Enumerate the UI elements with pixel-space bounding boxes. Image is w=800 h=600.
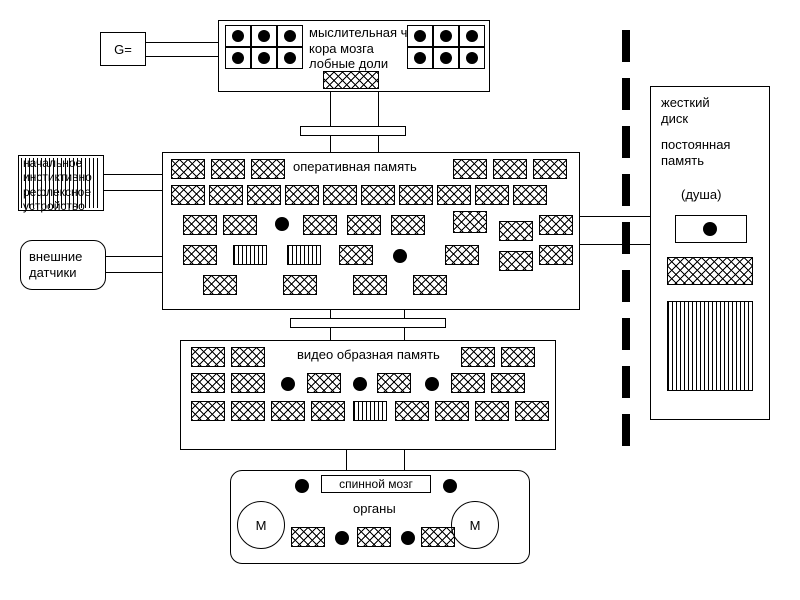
initial-label: начальное инстиктивно рефлексное устройс… (23, 156, 92, 214)
hdd-label-3: (душа) (681, 187, 721, 203)
m-right: М (451, 501, 499, 549)
sensors-label: внешние датчики (29, 249, 82, 280)
initial-device-box: начальное инстиктивно рефлексное устройс… (18, 155, 104, 211)
sensors-box: внешние датчики (20, 240, 106, 290)
spinal-label: спинной мозг (339, 477, 413, 491)
hdd-box: жесткий диск постоянная память (душа) (650, 86, 770, 420)
organs-label: органы (353, 501, 396, 517)
ram-label: оперативная память (293, 159, 417, 175)
ram-box: оперативная память (162, 152, 580, 310)
video-label: видео образная память (297, 347, 440, 363)
hdd-label-1: жесткий диск (661, 95, 710, 126)
g-label: G= (114, 42, 132, 57)
m-left: М (237, 501, 285, 549)
video-box: видео образная память (180, 340, 556, 450)
g-box: G= (100, 32, 146, 66)
hdd-label-2: постоянная память (661, 137, 730, 168)
spinal-box: спинной мозг (321, 475, 431, 493)
organs-box: спинной мозг органы М М (230, 470, 530, 564)
thinking-box: мыслительная часть кора мозга лобные дол… (218, 20, 490, 92)
